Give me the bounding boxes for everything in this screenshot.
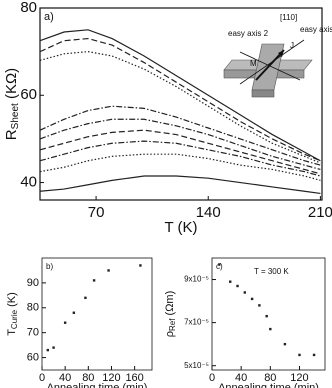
- data-point: [46, 348, 49, 352]
- x-tick-label: 0: [209, 372, 215, 384]
- data-line: [39, 175, 321, 195]
- data-point: [265, 314, 268, 318]
- y-tick-label: 70: [27, 327, 39, 339]
- data-point: [218, 263, 221, 266]
- y-axis-label-main: ρ: [164, 331, 176, 337]
- y-tick-label: 60: [20, 86, 37, 103]
- data-point: [229, 280, 232, 283]
- y-axis-label-main: T: [6, 329, 18, 336]
- data-point: [312, 353, 316, 357]
- x-tick-label: 120: [102, 372, 120, 384]
- data-point: [72, 311, 76, 314]
- y-axis-label: ρRef (Ωm): [164, 291, 177, 338]
- annotation: M: [250, 59, 257, 68]
- panel-label: a): [44, 11, 54, 23]
- data-line: [39, 105, 321, 166]
- y-tick-label: 7x10⁻⁵: [184, 318, 209, 327]
- data-line: [39, 118, 321, 171]
- annotation: T = 300 K: [254, 267, 289, 276]
- y-axis-label-sub: Curie: [10, 309, 19, 329]
- data-point: [269, 327, 272, 331]
- data-point: [258, 304, 261, 307]
- x-tick-label: 0: [39, 372, 45, 384]
- data-line: [39, 51, 321, 164]
- y-axis-label-unit: (Ωm): [164, 291, 176, 319]
- data-point: [52, 346, 55, 349]
- x-tick-label: 70: [88, 204, 105, 221]
- y-axis-label-main: R: [3, 129, 20, 140]
- panel-label: b): [46, 262, 53, 271]
- plot-frame: [39, 7, 323, 201]
- y-axis-label-unit: (K): [6, 292, 18, 310]
- x-axis-label: Annealing time (min): [218, 382, 319, 388]
- x-tick-label: 80: [264, 372, 276, 384]
- y-tick-label: 60: [27, 351, 39, 363]
- y-tick-label: 90: [27, 277, 39, 289]
- data-point: [250, 297, 254, 301]
- data-line: [39, 140, 321, 177]
- data-point: [84, 296, 87, 300]
- y-axis-label: RSheet (KΩ): [3, 68, 21, 140]
- y-tick-label: 9x10⁻⁵: [184, 275, 209, 284]
- annotation: J: [290, 41, 294, 50]
- x-axis-label: Annealing time (min): [47, 382, 148, 388]
- x-tick-label: 120: [290, 372, 308, 384]
- y-axis-label-sub: Ref: [168, 318, 177, 331]
- x-tick-label: 140: [196, 204, 221, 221]
- x-axis-label: T (K): [164, 219, 197, 236]
- data-line: [39, 129, 321, 175]
- inset-sketch: [223, 39, 313, 98]
- data-line: [39, 37, 321, 162]
- annotation: easy axis 2: [228, 29, 269, 38]
- data-point: [298, 353, 301, 357]
- data-point: [107, 269, 110, 272]
- x-tick-label: 160: [125, 372, 143, 384]
- plot-frame: [211, 257, 326, 371]
- y-tick-label: 80: [20, 0, 37, 16]
- x-tick-label: 40: [235, 372, 247, 384]
- x-tick-label: 40: [59, 372, 71, 384]
- x-tick-label: 210: [308, 204, 332, 221]
- data-point: [92, 279, 96, 282]
- data-point: [139, 264, 142, 267]
- y-axis-label-unit: (KΩ): [3, 68, 20, 103]
- y-tick-label: 80: [27, 302, 39, 314]
- data-line: [39, 29, 321, 162]
- y-axis-label-sub: Sheet: [10, 103, 21, 129]
- data-line: [39, 153, 321, 181]
- y-tick-label: 40: [20, 174, 37, 191]
- x-tick-label: 80: [82, 372, 94, 384]
- panel-label: c): [216, 262, 223, 271]
- data-point: [63, 321, 67, 324]
- data-point: [236, 284, 239, 288]
- data-point: [283, 342, 287, 346]
- plot-frame: [41, 257, 153, 371]
- annotation: easy axis 1: [300, 25, 332, 34]
- annotation: [110]: [280, 13, 297, 22]
- y-axis-label: TCurie (K): [6, 292, 19, 336]
- y-tick-label: 5x10⁻⁵: [184, 361, 209, 370]
- data-point: [243, 291, 247, 294]
